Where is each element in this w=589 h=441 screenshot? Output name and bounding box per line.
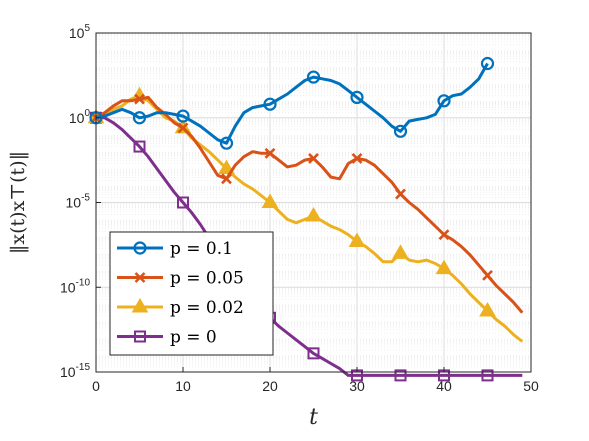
y-axis-label: ‖x(t)x⊤(t)‖ [7,151,29,254]
data-point-p-0-1 [393,124,408,138]
data-point-p-0-05 [264,147,276,159]
data-point-p-0-05 [482,269,493,281]
data-point-p-0-05 [177,122,189,134]
data-point-p-0-05 [351,153,363,164]
data-point-p-0 [394,369,407,382]
data-point-p-0-02 [392,244,409,259]
x-tick-label: 40 [436,378,452,394]
x-tick-label: 0 [92,378,100,394]
legend: p = 0.1 p = 0.05 p = 0.02 p = 0 [109,231,274,356]
series-layer [87,56,524,382]
data-point-p-0-02 [348,232,366,247]
data-point-p-0-1 [219,136,234,150]
data-point-p-0-02 [305,207,322,222]
data-point-p-0-1 [306,70,321,84]
x-tick-label: 10 [175,378,191,394]
data-point-p-0-05 [134,93,145,105]
legend-label: p = 0.05 [170,269,244,289]
y-tick-label: 105 [69,23,91,41]
x-tick-label: 30 [349,378,365,394]
data-point-p-0-1 [480,56,495,71]
data-point-p-0-05 [395,188,406,200]
axis-ticks: 0 10 20 30 40 50 10-15 10-10 10-5 100 105 [60,23,539,394]
data-point-p-0 [481,369,494,382]
series-p-0-05 [90,93,524,314]
legend-marker [134,330,146,343]
legend-marker [131,297,149,313]
data-point-p-0-05 [308,153,319,164]
legend-label: p = 0 [170,328,217,348]
series-line-p-0-1 [95,62,489,145]
data-point-p-0 [307,347,320,360]
data-point-p-0-02 [435,259,453,275]
y-tick-label: 10-5 [66,193,91,211]
data-point-p-0-05 [221,173,232,185]
legend-label: p = 0.02 [170,298,244,318]
data-point-p-0-02 [261,193,279,208]
legend-marker [134,272,146,283]
series-line-p-0-05 [95,95,524,314]
y-tick-label: 10-10 [60,277,90,295]
data-point-p-0-1 [437,94,451,108]
data-point-p-0-1 [176,109,190,123]
data-point-p-0 [133,140,146,153]
x-axis-label: t [309,405,318,430]
data-point-p-0-02 [479,301,496,317]
data-point-p-0-1 [263,97,277,111]
series-p-0-1 [89,56,495,150]
data-point-p-0-1 [132,111,147,125]
x-tick-label: 20 [262,378,278,394]
y-tick-label: 10-15 [60,362,90,380]
x-tick-label: 50 [523,378,539,394]
data-point-p-0-05 [438,229,450,241]
legend-label: p = 0.1 [170,239,233,259]
y-tick-label: 100 [69,108,91,126]
data-point-p-0 [177,196,189,209]
legend-marker [133,241,147,255]
data-point-p-0-1 [350,90,364,105]
